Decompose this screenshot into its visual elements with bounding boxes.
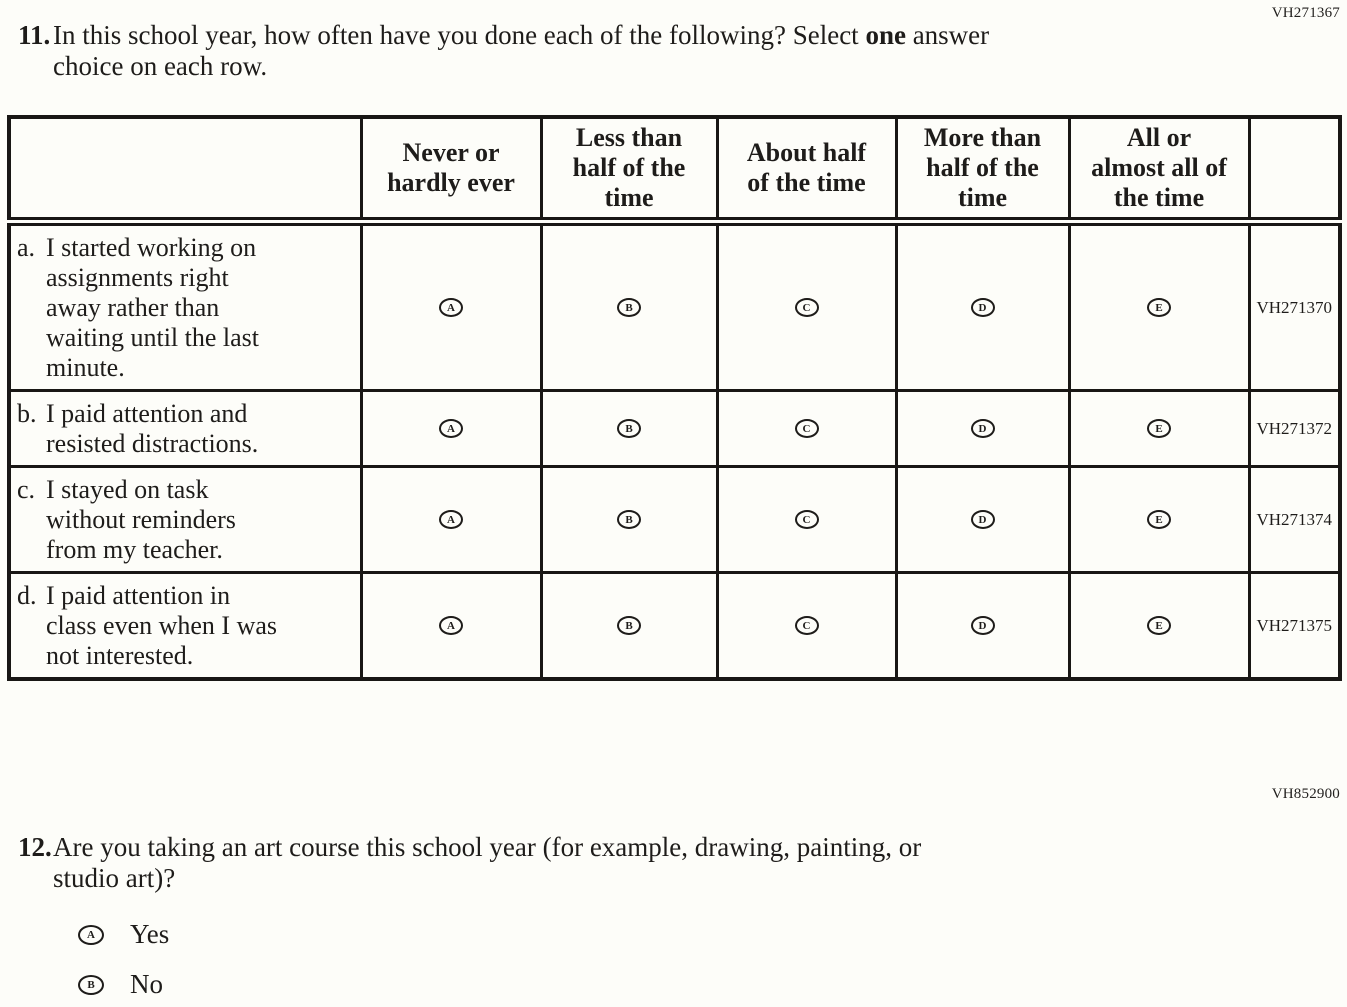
row-b-label: b. [17, 399, 37, 428]
row-d-item-code: VH271375 [1247, 571, 1342, 681]
column-header-all-or-almost-all: All or almost all of the time [1067, 115, 1251, 226]
question-11-bold-word: one [865, 20, 906, 50]
bubble-row-b-option-c[interactable]: C [794, 419, 819, 439]
bubble-row-a-option-c[interactable]: C [794, 298, 819, 318]
bubble-row-d-option-a[interactable]: A [439, 616, 463, 636]
question-11: 11. In this school year, how often have … [18, 20, 989, 82]
bubble-row-a-option-e[interactable]: E [1147, 298, 1171, 318]
cell-row-d-option-c: C [715, 571, 898, 681]
cell-row-d-option-a: A [359, 571, 543, 681]
cell-row-b-option-a: A [359, 389, 543, 468]
row-c-text: I stayed on task without reminders from … [46, 475, 236, 564]
q12-option-yes-bubble[interactable]: A [78, 924, 104, 945]
q12-option-no-bubble[interactable]: B [78, 974, 104, 995]
question-12-item-code: VH852900 [1271, 786, 1340, 802]
question-11-item-code: VH271367 [1271, 5, 1340, 21]
question-11-line-1-post: answer [905, 20, 990, 50]
column-header-more-than-half: More than half of the time [894, 115, 1071, 226]
row-c-item-code: VH271374 [1247, 465, 1342, 574]
table-row-d: d. I paid attention in class even when I … [7, 571, 1342, 681]
frequency-matrix-table: Never or hardly ever Less than half of t… [7, 115, 1342, 681]
row-b-text: I paid attention and resisted distractio… [46, 399, 259, 458]
cell-row-c-option-d: D [894, 465, 1071, 574]
bubble-row-c-option-c[interactable]: C [794, 510, 819, 530]
row-a-text: I started working on assignments right a… [46, 233, 260, 382]
bubble-row-d-option-c[interactable]: C [794, 616, 819, 636]
column-header-code [1247, 115, 1342, 226]
question-11-line-2: choice on each row. [53, 51, 268, 81]
cell-row-d-option-b: B [539, 571, 719, 681]
row-b-item-code: VH271372 [1247, 389, 1342, 468]
bubble-row-d-option-d[interactable]: D [970, 616, 995, 636]
matrix-header-stub [7, 115, 363, 226]
question-12-number: 12. [18, 832, 52, 862]
q12-option-yes[interactable]: A Yes [78, 920, 921, 949]
q12-option-no[interactable]: B No [78, 970, 921, 999]
column-header-never-or-hardly-ever: Never or hardly ever [359, 115, 543, 226]
cell-row-c-option-c: C [715, 465, 898, 574]
cell-row-d-option-e: E [1067, 571, 1251, 681]
bubble-row-c-option-b[interactable]: B [617, 510, 641, 530]
statement-row-a: a. I started working on assignments right… [7, 220, 363, 392]
cell-row-c-option-b: B [539, 465, 719, 574]
table-row-b: b. I paid attention and resisted distract… [7, 389, 1342, 468]
question-11-line-1-pre: In this school year, how often have you … [53, 20, 866, 50]
question-12-options: A Yes B No [53, 920, 921, 999]
matrix-header-row: Never or hardly ever Less than half of t… [7, 115, 1342, 226]
q12-option-yes-label: Yes [130, 919, 170, 949]
row-a-item-code: VH271370 [1247, 220, 1342, 392]
cell-row-b-option-c: C [715, 389, 898, 468]
question-11-number: 11. [18, 20, 51, 50]
bubble-row-b-option-d[interactable]: D [970, 419, 995, 439]
column-header-less-than-half: Less than half of the time [539, 115, 719, 226]
table-row-a: a. I started working on assignments right… [7, 220, 1342, 392]
cell-row-a-option-b: B [539, 220, 719, 392]
cell-row-a-option-c: C [715, 220, 898, 392]
bubble-row-d-option-b[interactable]: B [617, 616, 641, 636]
cell-row-b-option-b: B [539, 389, 719, 468]
question-12: 12. Are you taking an art course this sc… [18, 832, 921, 999]
cell-row-c-option-a: A [359, 465, 543, 574]
q12-option-no-label: No [130, 969, 163, 999]
bubble-row-b-option-a[interactable]: A [439, 419, 463, 439]
cell-row-c-option-e: E [1067, 465, 1251, 574]
cell-row-b-option-d: D [894, 389, 1071, 468]
bubble-row-b-option-e[interactable]: E [1147, 419, 1171, 439]
row-d-label: d. [17, 581, 37, 610]
cell-row-a-option-a: A [359, 220, 543, 392]
bubble-row-d-option-e[interactable]: E [1147, 616, 1171, 636]
row-c-label: c. [17, 475, 36, 504]
question-12-body: Are you taking an art course this school… [53, 832, 921, 999]
cell-row-d-option-d: D [894, 571, 1071, 681]
cell-row-b-option-e: E [1067, 389, 1251, 468]
statement-row-b: b. I paid attention and resisted distract… [7, 389, 363, 468]
statement-row-d: d. I paid attention in class even when I … [7, 571, 363, 681]
row-d-text: I paid attention in class even when I wa… [46, 581, 278, 670]
bubble-row-a-option-a[interactable]: A [439, 298, 463, 318]
bubble-row-c-option-e[interactable]: E [1147, 510, 1171, 530]
bubble-row-b-option-b[interactable]: B [617, 419, 641, 439]
table-row-c: c. I stayed on task without reminders fro… [7, 465, 1342, 574]
cell-row-a-option-d: D [894, 220, 1071, 392]
cell-row-a-option-e: E [1067, 220, 1251, 392]
bubble-row-a-option-d[interactable]: D [970, 298, 995, 318]
statement-row-c: c. I stayed on task without reminders fro… [7, 465, 363, 574]
row-a-label: a. [17, 233, 36, 262]
bubble-row-a-option-b[interactable]: B [617, 298, 641, 318]
question-11-text: In this school year, how often have you … [53, 20, 989, 82]
question-12-text: Are you taking an art course this school… [53, 832, 922, 893]
bubble-row-c-option-d[interactable]: D [970, 510, 995, 530]
column-header-about-half: About half of the time [715, 115, 898, 226]
bubble-row-c-option-a[interactable]: A [439, 510, 463, 530]
question-11-line-1: In this school year, how often have you … [53, 20, 989, 51]
